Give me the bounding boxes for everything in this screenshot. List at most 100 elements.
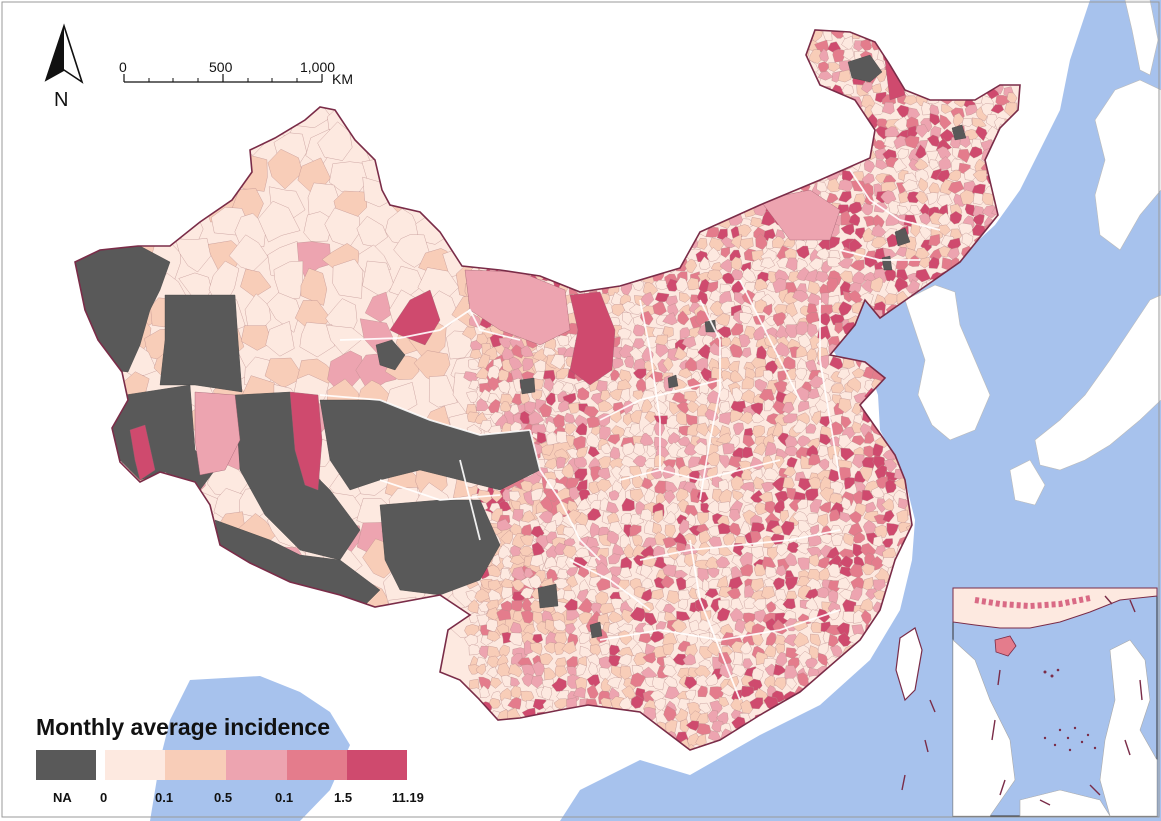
district-cell <box>530 722 544 737</box>
district-cell <box>576 446 589 460</box>
district-cell <box>733 48 747 60</box>
district-cell <box>654 59 669 71</box>
district-cell <box>575 42 586 53</box>
north-arrow: N <box>44 23 84 111</box>
district-cell <box>425 123 454 151</box>
district-cell <box>614 14 626 27</box>
district-cell <box>555 431 569 444</box>
district-cell <box>611 40 622 56</box>
district-cell <box>696 422 709 437</box>
district-cell <box>596 730 610 746</box>
district-cell <box>675 95 688 107</box>
district-cell <box>906 30 918 41</box>
district-cell <box>699 751 713 765</box>
district-cell <box>987 38 999 51</box>
district-cell <box>742 435 756 448</box>
district-cell <box>986 69 999 82</box>
district-cell <box>466 390 479 403</box>
na-region-sichuan <box>537 583 559 609</box>
district-cell <box>806 92 823 107</box>
legend: Monthly average incidence NA 0 0.1 0.5 0… <box>36 714 424 805</box>
district-cell <box>707 451 721 466</box>
district-cell <box>664 59 675 73</box>
district-cell <box>675 57 686 73</box>
district-cell <box>653 70 665 84</box>
district-cell <box>829 236 841 249</box>
district-cell <box>737 83 750 97</box>
district-cell <box>903 95 920 106</box>
district-cell <box>850 259 865 272</box>
district-cell <box>685 35 699 51</box>
district-cell <box>618 30 630 31</box>
district-cell <box>794 16 809 28</box>
district-cell <box>540 82 556 96</box>
district-cell <box>794 367 807 381</box>
district-cell <box>709 170 723 185</box>
district-cell <box>630 135 643 148</box>
district-cell <box>517 62 533 75</box>
district-cell <box>971 61 984 76</box>
district-cell <box>486 17 500 29</box>
district-cell <box>719 30 732 42</box>
district-cell <box>617 257 634 268</box>
district-cell <box>518 30 534 41</box>
district-cell <box>216 576 247 609</box>
district-cell <box>929 113 941 126</box>
district-cell <box>518 48 532 65</box>
district-cell <box>964 203 975 217</box>
district-cell <box>655 751 665 766</box>
district-cell <box>546 782 559 796</box>
district-cell <box>597 201 610 214</box>
district-cell <box>563 215 575 228</box>
district-cell <box>707 147 722 161</box>
district-cell <box>656 170 669 185</box>
district-cell <box>89 125 120 160</box>
district-cell <box>481 774 492 788</box>
district-cell <box>478 215 513 246</box>
district-cell <box>567 81 581 93</box>
district-cell <box>720 192 735 206</box>
district-cell <box>847 201 863 215</box>
district-cell <box>631 37 643 51</box>
district-cell <box>646 444 657 458</box>
district-cell <box>780 172 797 183</box>
district-cell <box>918 59 932 76</box>
district-cell <box>797 333 813 350</box>
district-cell <box>115 124 149 162</box>
district-cell <box>544 778 559 790</box>
district-cell <box>949 83 966 98</box>
district-cell <box>817 103 831 115</box>
district-cell <box>687 82 700 99</box>
district-cell <box>919 212 931 225</box>
district-cell <box>522 722 536 735</box>
district-cell <box>599 127 614 142</box>
district-cell <box>469 15 481 27</box>
district-cell <box>448 88 477 123</box>
district-cell <box>534 38 547 52</box>
district-cell <box>578 68 592 84</box>
district-cell <box>742 115 756 129</box>
district-cell <box>762 129 774 142</box>
district-cell <box>585 124 601 137</box>
district-cell <box>645 30 660 31</box>
district-cell <box>837 69 852 83</box>
district-cell <box>918 257 931 269</box>
district-cell <box>872 30 885 41</box>
district-cell <box>652 157 666 172</box>
district-cell <box>760 36 773 51</box>
district-cell <box>569 486 580 500</box>
district-cell <box>562 90 577 104</box>
district-cell <box>498 336 512 349</box>
district-cell <box>663 238 680 252</box>
district-cell <box>620 168 633 180</box>
district-cell <box>886 30 898 42</box>
district-cell <box>543 184 556 197</box>
district-cell <box>533 763 546 775</box>
district-cell <box>753 150 768 164</box>
district-cell <box>730 234 742 250</box>
district-cell <box>443 207 484 241</box>
district-cell <box>841 30 855 32</box>
scale-tick-0: 0 <box>119 59 127 75</box>
district-cell <box>594 100 609 117</box>
district-cell <box>596 92 609 108</box>
